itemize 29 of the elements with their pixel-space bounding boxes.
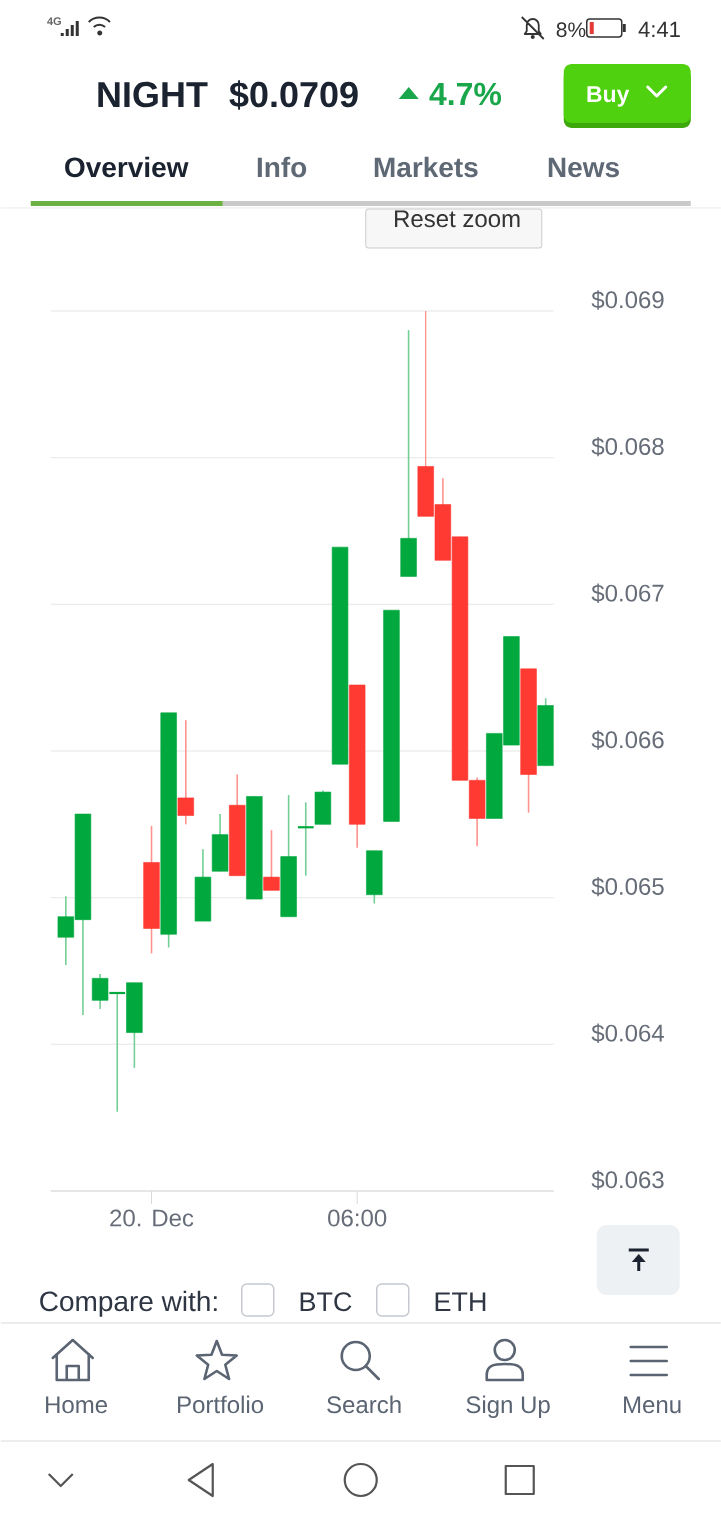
- text: Sign Up: [466, 1395, 550, 1418]
- x-tick-label: 06:00: [327, 1209, 387, 1227]
- chart-title: NIGHT: [98, 81, 208, 108]
- y-tick-label: $0.063: [591, 1170, 664, 1190]
- text: Info: [257, 156, 306, 178]
- y-tick-label: $0.069: [591, 290, 664, 310]
- text: Portfolio: [177, 1395, 263, 1414]
- y-tick-label: $0.065: [591, 876, 664, 897]
- text: Menu: [623, 1396, 681, 1414]
- text: Markets: [374, 156, 478, 178]
- text: ETH: [435, 1292, 486, 1311]
- text: News: [548, 157, 619, 178]
- text: 8%: [556, 22, 586, 38]
- text: Buy: [587, 86, 630, 107]
- chart-subtitle: $0.0709: [229, 80, 358, 110]
- text: Reset zoom: [394, 210, 520, 228]
- text: 4:41: [638, 21, 680, 37]
- y-tick-label: $0.064: [591, 1023, 664, 1044]
- text: Search: [326, 1395, 401, 1414]
- text: 4.7%: [429, 82, 501, 106]
- text: Compare with:: [39, 1290, 217, 1317]
- text: Home: [45, 1396, 107, 1414]
- y-tick-label: $0.066: [591, 730, 664, 750]
- text: 4G: [46, 17, 61, 26]
- y-tick-label: $0.067: [591, 583, 664, 604]
- text: Overview: [64, 156, 189, 178]
- x-tick-label: 20. Dec: [110, 1209, 194, 1227]
- y-tick-label: $0.068: [591, 436, 664, 457]
- text: BTC: [300, 1292, 352, 1312]
